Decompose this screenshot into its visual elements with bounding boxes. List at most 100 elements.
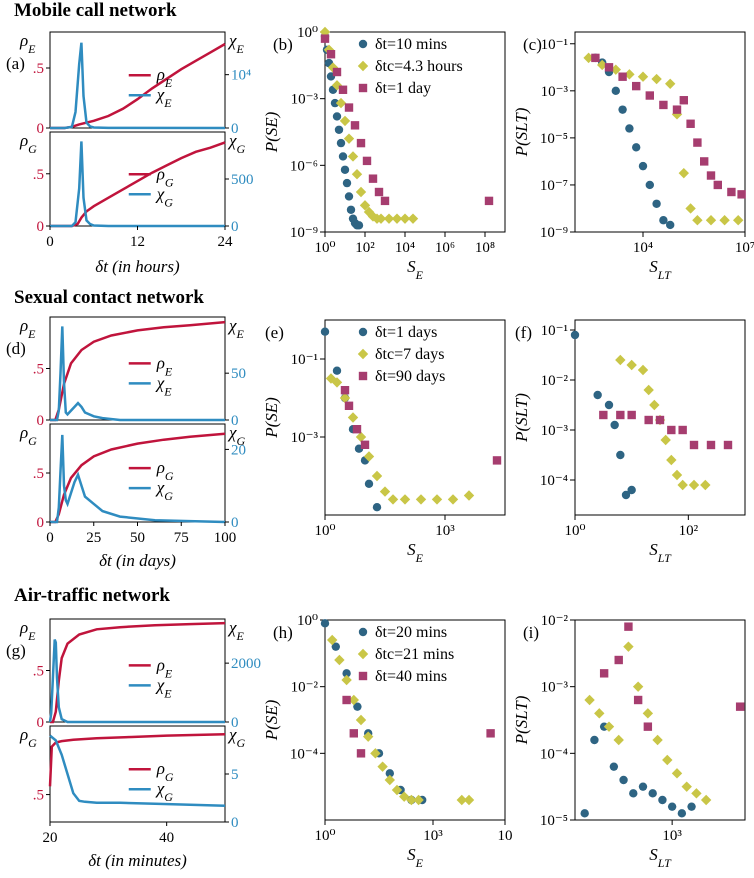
data-point	[685, 203, 696, 214]
right-tick-label: 2000	[231, 656, 261, 672]
data-point	[681, 781, 692, 792]
chi-series	[50, 434, 226, 524]
left-axis-label: ρG	[19, 423, 37, 448]
data-point	[340, 386, 350, 395]
y-tick-label: 10⁻⁴	[540, 473, 568, 489]
left-tick-label: 0	[37, 121, 45, 137]
data-point	[597, 59, 608, 71]
data-point	[624, 622, 633, 631]
data-point	[352, 425, 362, 434]
data-point	[363, 731, 374, 742]
data-point	[662, 754, 673, 766]
data-point	[652, 734, 663, 746]
data-point	[356, 138, 366, 148]
data-point	[723, 440, 733, 450]
x-tick-label: 10³	[423, 828, 443, 844]
right-axis-label: χE	[227, 31, 244, 56]
data-point	[603, 721, 615, 732]
data-point	[719, 215, 730, 226]
series-1	[320, 32, 364, 230]
right-axis-label: χE	[227, 618, 244, 643]
data-point	[339, 115, 351, 127]
data-point	[688, 479, 700, 491]
data-point	[447, 494, 459, 505]
legend-marker	[358, 327, 368, 337]
y-axis-label: P(SE)	[262, 111, 281, 153]
legend-rho-label: ρG	[156, 759, 174, 784]
left-tick-label: .5	[33, 788, 44, 804]
data-point	[374, 187, 384, 197]
panel-c: (c) 10⁴ 10⁷ 10⁻¹ 10⁻³ 10⁻⁵ 10⁻⁷ 10⁻⁹ SLT P(SLT)	[512, 31, 754, 282]
legend-label: δtc=4.3 hours	[375, 58, 463, 75]
data-point	[384, 774, 395, 786]
data-point	[371, 470, 383, 482]
x-tick-label: 75	[174, 530, 189, 546]
series-3	[599, 410, 733, 450]
data-point	[700, 157, 709, 166]
chi-series	[49, 734, 226, 807]
chi-series	[48, 639, 225, 724]
data-point	[659, 216, 668, 225]
data-point	[618, 105, 627, 114]
x-tick-label: 25	[86, 530, 101, 546]
panel-label: (a)	[6, 54, 25, 73]
data-point	[385, 769, 394, 778]
rho-series	[50, 141, 226, 228]
series-1	[570, 330, 636, 500]
data-point	[486, 729, 495, 738]
data-point	[621, 490, 631, 500]
data-point	[632, 81, 641, 91]
data-point	[638, 782, 648, 791]
panel-b: (b)10⁰ 10² 10⁴ 10⁶ 10⁸10⁰10⁻³10⁻⁶10⁻⁹SEP(SE)…	[262, 25, 506, 282]
data-point	[399, 213, 411, 224]
section-title: Mobile call network	[14, 0, 177, 21]
series-2	[327, 634, 475, 806]
y-tick-label: 10⁻⁴	[540, 746, 568, 762]
x-tick-label: 10²	[355, 240, 375, 256]
axes-frame	[324, 619, 506, 821]
chi-series	[50, 42, 226, 130]
series-3	[340, 386, 502, 465]
data-point	[344, 103, 354, 112]
y-tick-label: 10⁻¹	[291, 352, 318, 368]
legend-label: δt=90 days	[375, 368, 445, 385]
data-point	[727, 187, 736, 197]
chi-series	[50, 326, 225, 422]
data-point	[344, 192, 354, 201]
y-axis-label: P(SE)	[262, 397, 281, 439]
data-point	[406, 794, 417, 806]
legend-label: δtc=21 mins	[375, 646, 454, 663]
data-point	[347, 151, 359, 162]
data-point	[332, 112, 342, 121]
data-point	[692, 215, 703, 226]
legend-marker	[358, 671, 368, 681]
y-tick-label: 10⁻¹	[541, 323, 568, 339]
y-axis-label: P(SLT)	[512, 107, 531, 157]
data-point	[338, 85, 348, 94]
legend-label: δtc=7 days	[375, 346, 444, 363]
data-point	[700, 479, 711, 491]
panel-label: (d)	[6, 339, 26, 358]
data-point	[332, 67, 342, 77]
x-tick-label: 20	[43, 830, 58, 846]
panel-label: (c)	[523, 35, 542, 54]
legend-marker	[357, 348, 369, 360]
data-point	[368, 174, 378, 183]
right-tick-label: 500	[231, 172, 254, 188]
data-point	[610, 420, 619, 430]
x-tick-label: 0	[46, 234, 54, 250]
data-point	[372, 503, 382, 512]
x-axis-label: SE	[407, 845, 424, 870]
left-tick-label: .5	[33, 362, 44, 378]
panel-i: (i) 10³ 10⁻² 10⁻³ 10⁻⁴ 10⁻⁵ SLT P(SLT)	[512, 613, 746, 870]
legend-chi-label: χG	[155, 184, 173, 209]
data-point	[362, 156, 372, 166]
x-tick-label: 10⁴	[395, 240, 415, 256]
data-point	[415, 494, 427, 505]
data-point	[649, 399, 660, 411]
data-point	[610, 64, 621, 75]
left-tick-label: 0	[37, 515, 45, 531]
y-tick-label: 10⁰	[297, 25, 318, 41]
left-tick-label: 0	[37, 219, 45, 235]
